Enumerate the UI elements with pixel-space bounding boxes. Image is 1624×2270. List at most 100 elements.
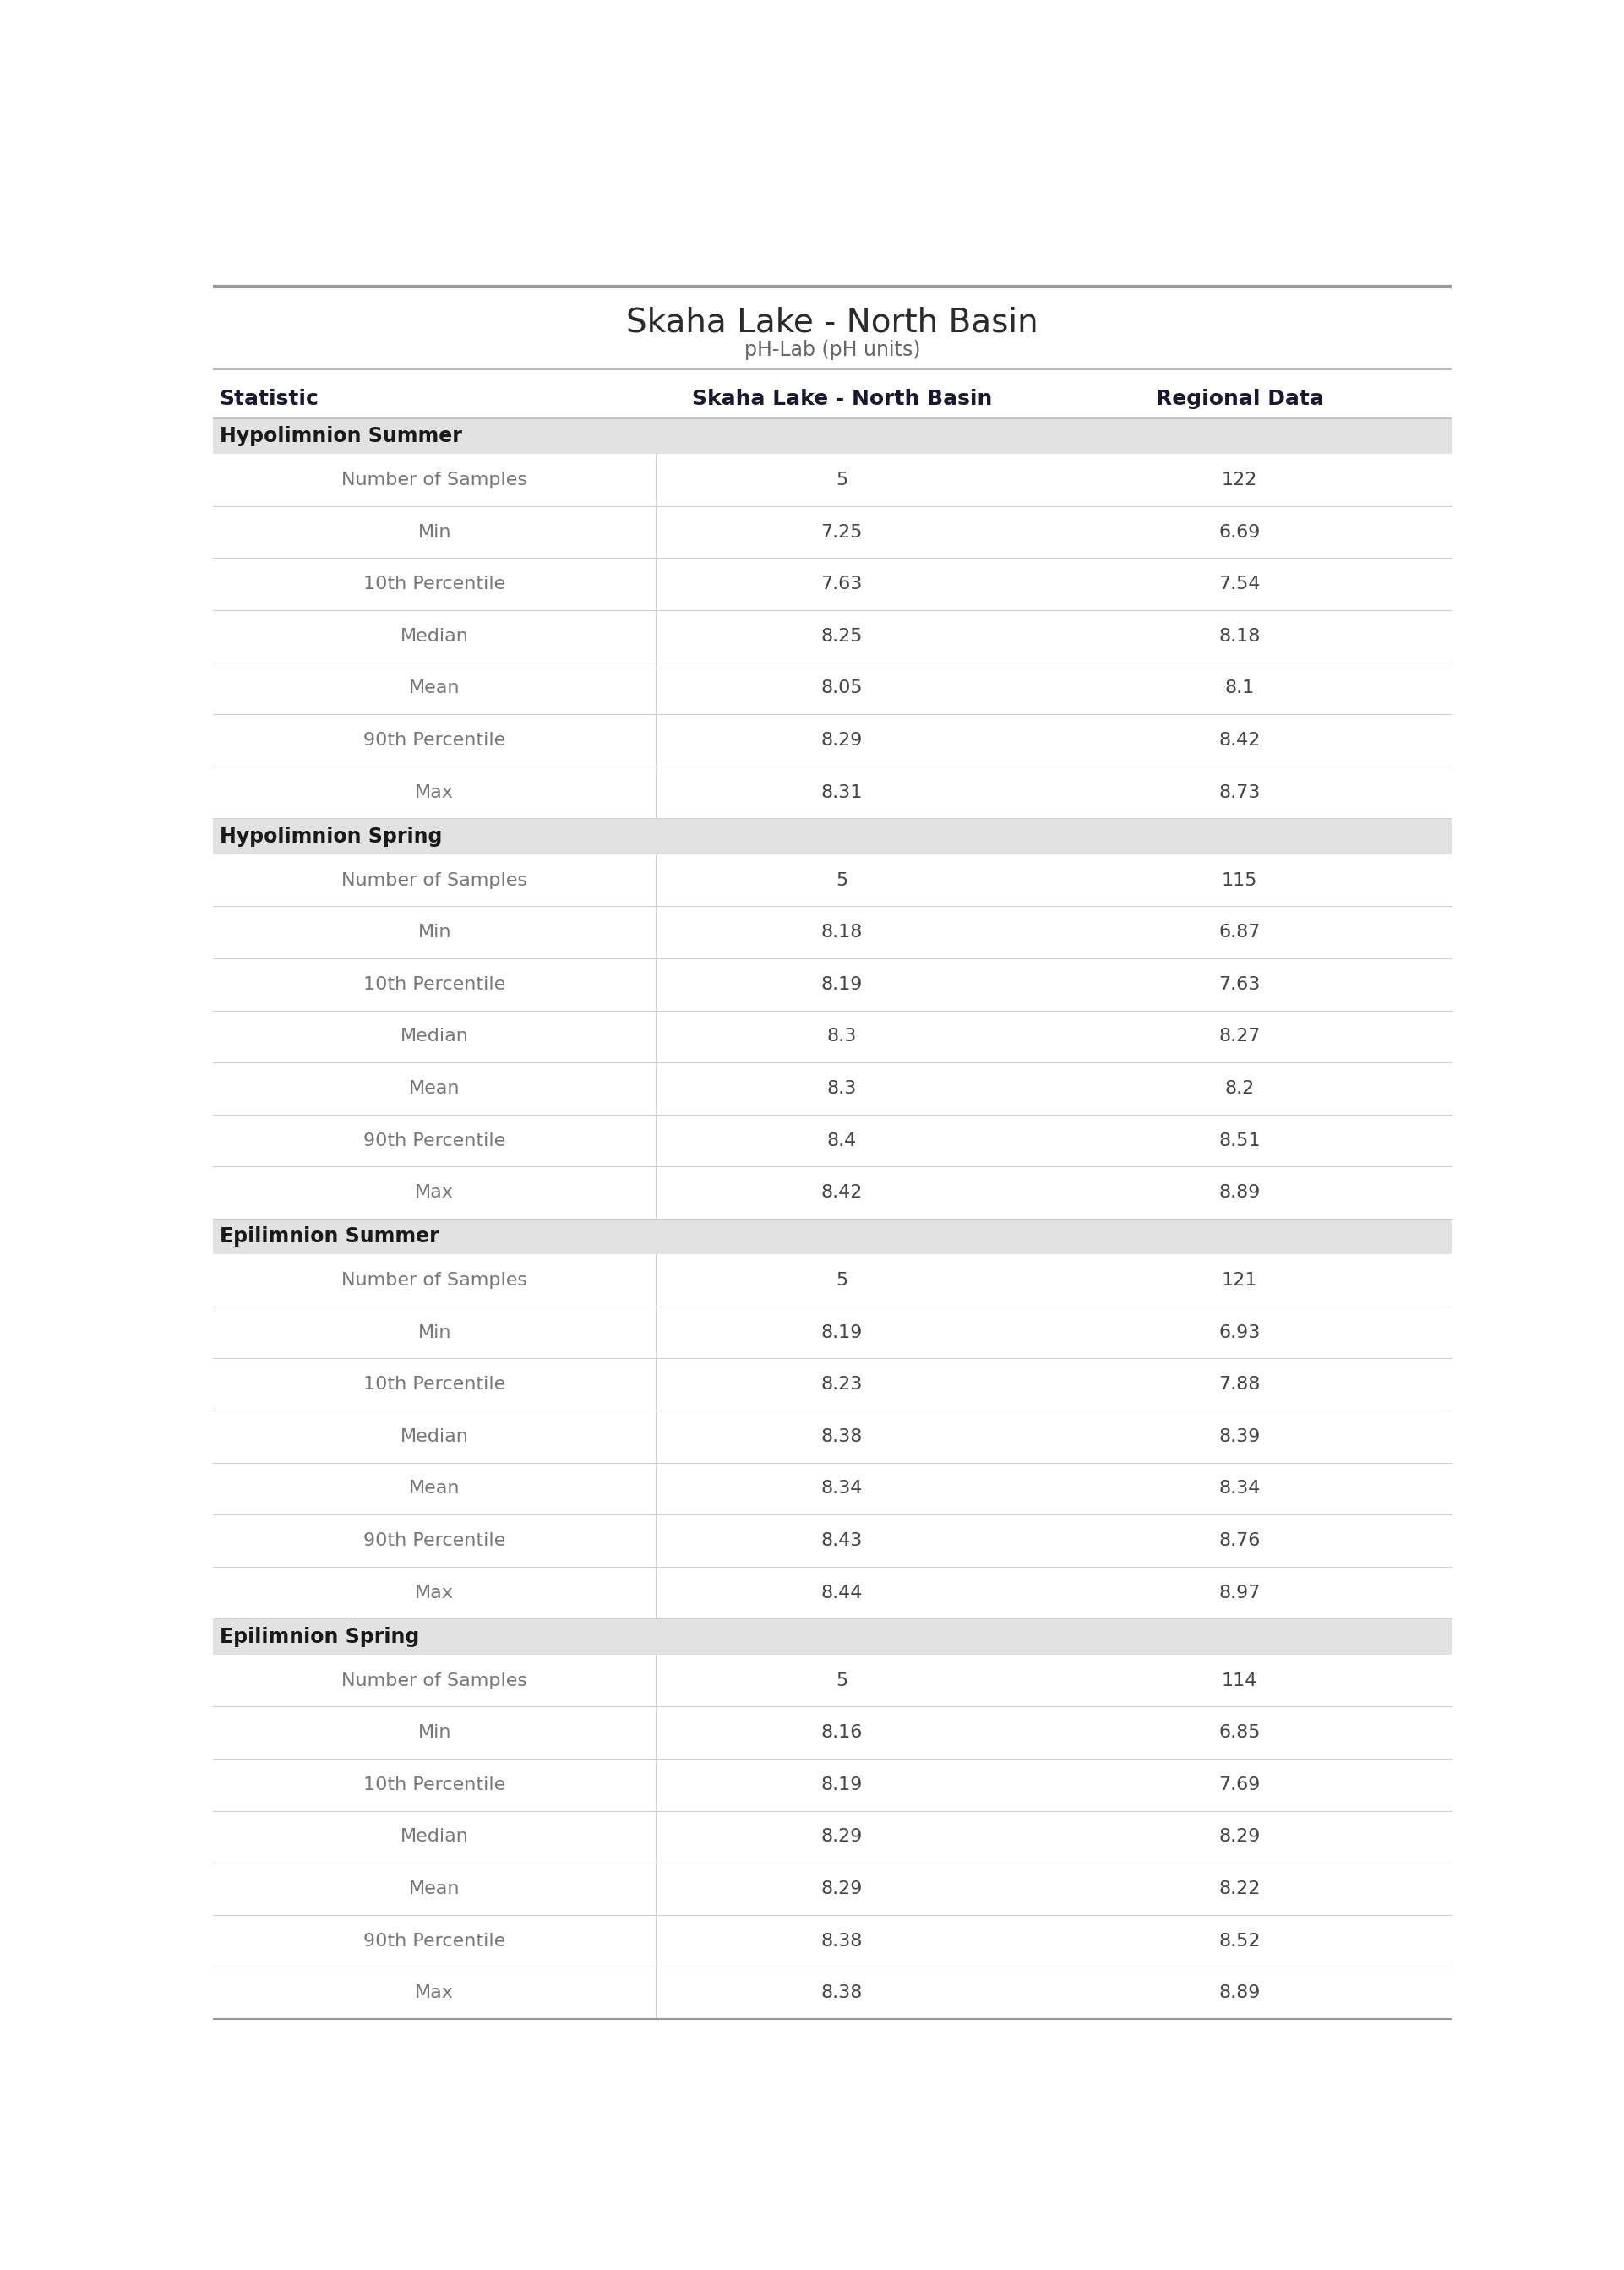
- Bar: [213, 854, 1452, 906]
- Text: 7.63: 7.63: [820, 577, 862, 592]
- Text: pH-Lab (pH units): pH-Lab (pH units): [744, 340, 921, 361]
- Text: 8.4: 8.4: [827, 1133, 856, 1149]
- Text: Median: Median: [400, 629, 469, 645]
- Text: 8.05: 8.05: [820, 679, 862, 697]
- Text: Mean: Mean: [409, 1480, 460, 1498]
- Bar: [213, 767, 1452, 819]
- Text: Median: Median: [400, 1428, 469, 1446]
- Bar: [213, 1010, 1452, 1062]
- Text: 7.54: 7.54: [1218, 577, 1260, 592]
- Text: 8.38: 8.38: [820, 1984, 862, 2002]
- Bar: [213, 1462, 1452, 1514]
- Text: 8.97: 8.97: [1218, 1584, 1260, 1600]
- Bar: [213, 506, 1452, 558]
- Bar: [213, 715, 1452, 767]
- Text: 8.2: 8.2: [1224, 1081, 1254, 1096]
- Text: Epilimnion Summer: Epilimnion Summer: [219, 1226, 438, 1246]
- Bar: [213, 1566, 1452, 1619]
- Bar: [213, 1966, 1452, 2018]
- Bar: [213, 1811, 1452, 1864]
- Text: 8.31: 8.31: [820, 783, 862, 801]
- Text: 8.52: 8.52: [1218, 1932, 1260, 1950]
- Text: 8.18: 8.18: [820, 924, 862, 940]
- Text: Number of Samples: Number of Samples: [341, 1673, 528, 1689]
- Text: 5: 5: [836, 1271, 848, 1289]
- Bar: [213, 1514, 1452, 1566]
- Text: 10th Percentile: 10th Percentile: [364, 577, 505, 592]
- Text: 8.19: 8.19: [820, 1777, 862, 1793]
- Bar: [213, 958, 1452, 1010]
- Bar: [213, 1707, 1452, 1759]
- Text: 8.22: 8.22: [1218, 1880, 1260, 1898]
- Bar: [213, 1167, 1452, 1219]
- Text: 8.29: 8.29: [820, 731, 862, 749]
- Bar: [213, 1619, 1452, 1655]
- Text: 8.38: 8.38: [820, 1428, 862, 1446]
- Bar: [213, 663, 1452, 715]
- Text: Epilimnion Spring: Epilimnion Spring: [219, 1628, 419, 1646]
- Text: Number of Samples: Number of Samples: [341, 1271, 528, 1289]
- Text: Mean: Mean: [409, 679, 460, 697]
- Text: 6.69: 6.69: [1218, 524, 1260, 540]
- Text: Median: Median: [400, 1028, 469, 1044]
- Text: 8.1: 8.1: [1224, 679, 1254, 697]
- Text: 114: 114: [1221, 1673, 1257, 1689]
- Bar: [213, 1115, 1452, 1167]
- Bar: [213, 1062, 1452, 1115]
- Text: 90th Percentile: 90th Percentile: [364, 1133, 505, 1149]
- Text: Regional Data: Regional Data: [1156, 388, 1324, 409]
- Text: Min: Min: [417, 524, 451, 540]
- Text: 10th Percentile: 10th Percentile: [364, 1376, 505, 1394]
- Text: 8.34: 8.34: [820, 1480, 862, 1498]
- Text: 7.63: 7.63: [1218, 976, 1260, 992]
- Bar: [213, 1410, 1452, 1462]
- Bar: [213, 418, 1452, 454]
- Text: Max: Max: [416, 783, 453, 801]
- Text: 90th Percentile: 90th Percentile: [364, 1532, 505, 1548]
- Text: Median: Median: [400, 1827, 469, 1846]
- Text: Number of Samples: Number of Samples: [341, 472, 528, 488]
- Text: 90th Percentile: 90th Percentile: [364, 1932, 505, 1950]
- Text: Max: Max: [416, 1584, 453, 1600]
- Text: 8.89: 8.89: [1218, 1984, 1260, 2002]
- Text: 121: 121: [1221, 1271, 1257, 1289]
- Text: 8.42: 8.42: [1218, 731, 1260, 749]
- Text: 5: 5: [836, 1673, 848, 1689]
- Text: 90th Percentile: 90th Percentile: [364, 731, 505, 749]
- Text: 8.38: 8.38: [820, 1932, 862, 1950]
- Text: Min: Min: [417, 924, 451, 940]
- Text: 8.23: 8.23: [820, 1376, 862, 1394]
- Text: Statistic: Statistic: [219, 388, 318, 409]
- Text: 8.25: 8.25: [820, 629, 862, 645]
- Text: 7.25: 7.25: [820, 524, 862, 540]
- Text: 115: 115: [1221, 872, 1257, 888]
- Bar: [213, 1357, 1452, 1410]
- Text: 7.88: 7.88: [1218, 1376, 1260, 1394]
- Text: 6.85: 6.85: [1218, 1725, 1260, 1741]
- Text: 8.76: 8.76: [1218, 1532, 1260, 1548]
- Text: 8.3: 8.3: [827, 1081, 856, 1096]
- Text: 8.51: 8.51: [1218, 1133, 1260, 1149]
- Text: Skaha Lake - North Basin: Skaha Lake - North Basin: [627, 306, 1038, 338]
- Text: Number of Samples: Number of Samples: [341, 872, 528, 888]
- Text: 5: 5: [836, 472, 848, 488]
- Text: 7.69: 7.69: [1218, 1777, 1260, 1793]
- Bar: [213, 611, 1452, 663]
- Bar: [213, 558, 1452, 611]
- Text: 122: 122: [1221, 472, 1257, 488]
- Bar: [213, 1916, 1452, 1966]
- Text: 8.73: 8.73: [1218, 783, 1260, 801]
- Text: Skaha Lake - North Basin: Skaha Lake - North Basin: [692, 388, 992, 409]
- Bar: [213, 819, 1452, 854]
- Bar: [213, 1864, 1452, 1916]
- Text: 8.42: 8.42: [820, 1185, 862, 1201]
- Bar: [213, 906, 1452, 958]
- Bar: [213, 1759, 1452, 1811]
- Text: Min: Min: [417, 1725, 451, 1741]
- Text: 8.16: 8.16: [820, 1725, 862, 1741]
- Text: 6.87: 6.87: [1218, 924, 1260, 940]
- Text: Hypolimnion Spring: Hypolimnion Spring: [219, 826, 442, 847]
- Text: 8.29: 8.29: [820, 1827, 862, 1846]
- Text: Mean: Mean: [409, 1880, 460, 1898]
- Text: 5: 5: [836, 872, 848, 888]
